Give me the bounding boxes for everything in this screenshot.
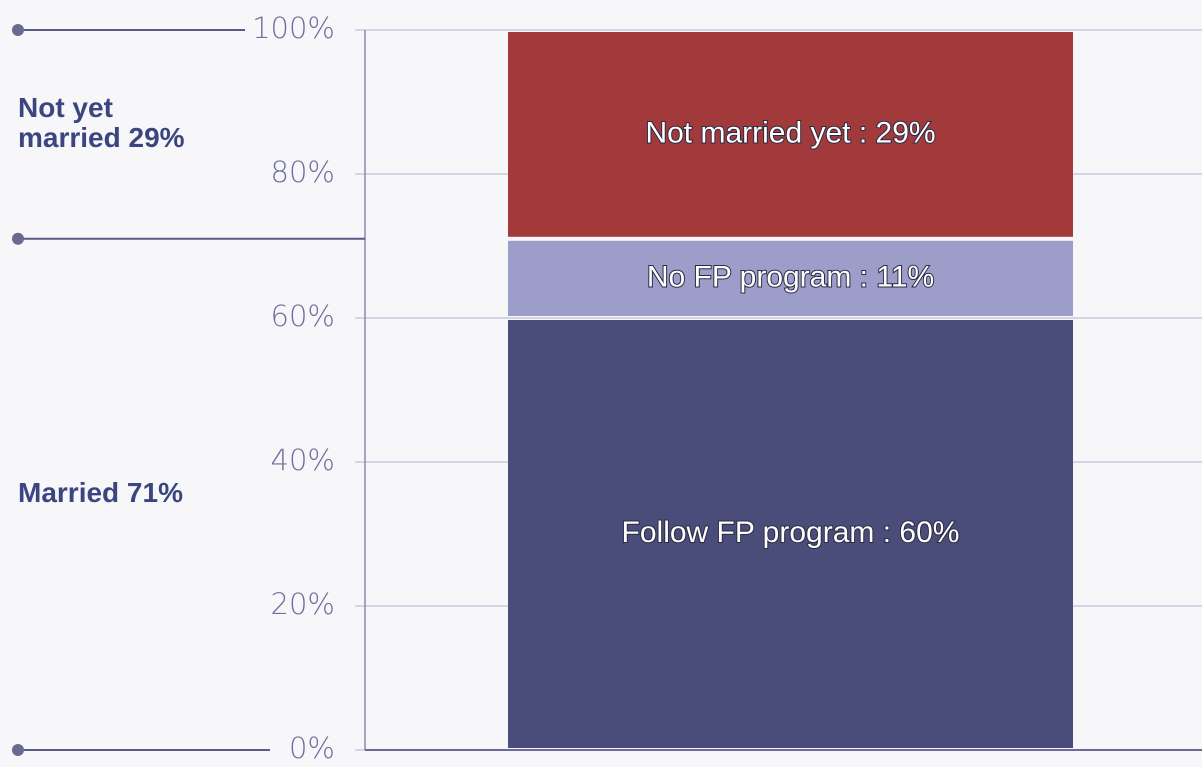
bar-segment: [508, 32, 1073, 237]
annotation: Married 71%: [18, 477, 183, 508]
bracket-dot: [12, 24, 24, 36]
y-tick-label: 40%: [271, 443, 335, 477]
data-label: No FP program : 11%: [647, 260, 934, 293]
data-label: Not married yet : 29%: [645, 116, 935, 149]
bracket-dot: [12, 232, 24, 245]
data-label: Follow FP program : 60%: [622, 516, 960, 549]
bar-segment: [508, 240, 1073, 316]
annotation: Not yet: [18, 92, 113, 123]
bar-segment: [508, 320, 1073, 748]
bracket-dot: [12, 744, 24, 756]
y-tick-label: 80%: [271, 155, 335, 189]
y-tick-label: 0%: [289, 731, 335, 765]
annotation: married 29%: [18, 122, 185, 153]
y-tick-label: 100%: [252, 11, 335, 45]
y-tick-label: 20%: [271, 587, 335, 621]
y-tick-label: 60%: [271, 299, 335, 333]
